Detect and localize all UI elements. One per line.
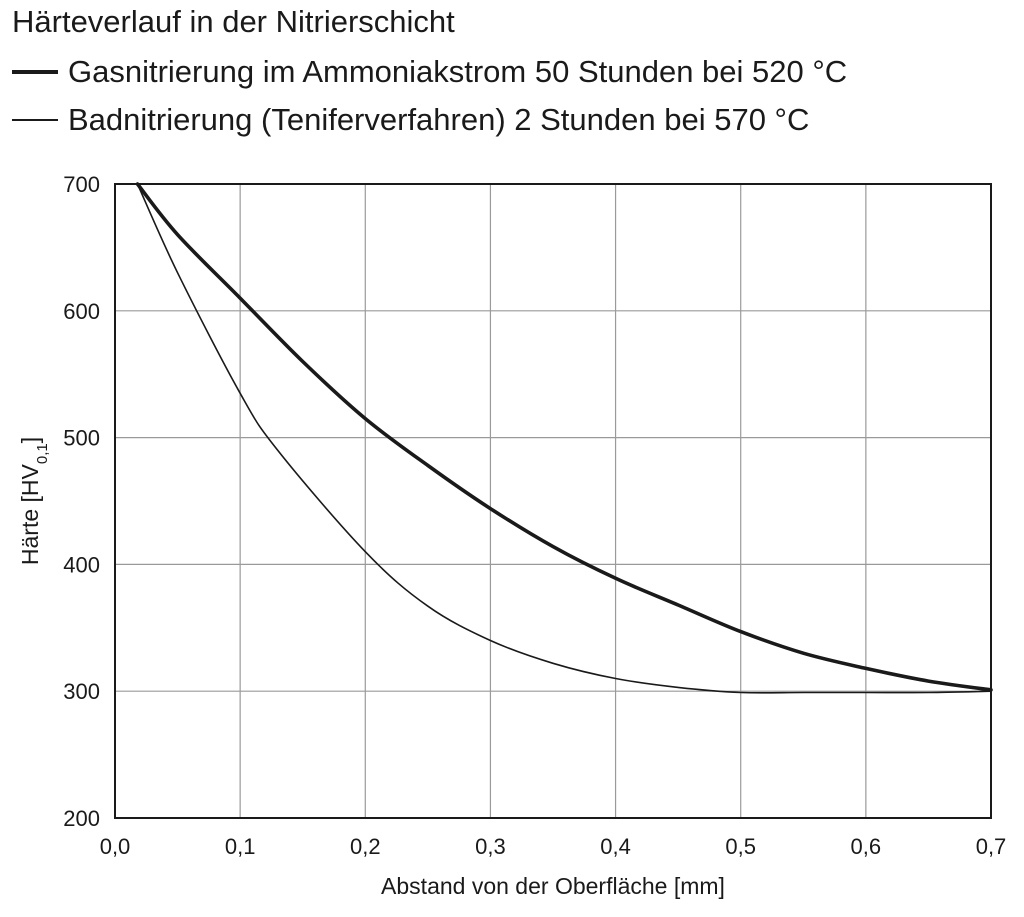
x-tick-label: 0,3 bbox=[475, 834, 506, 859]
x-tick-label: 0,4 bbox=[600, 834, 631, 859]
y-axis-title: Härte [HV0,1] bbox=[17, 437, 51, 565]
x-tick-label: 0,1 bbox=[225, 834, 256, 859]
y-tick-label: 700 bbox=[63, 172, 100, 197]
x-tick-label: 0,2 bbox=[350, 834, 381, 859]
legend-item-gasnitrierung: Gasnitrierung im Ammoniakstrom 50 Stunde… bbox=[12, 48, 847, 96]
legend-label-gasnitrierung: Gasnitrierung im Ammoniakstrom 50 Stunde… bbox=[68, 54, 848, 89]
data-series bbox=[135, 182, 993, 694]
x-tick-label: 0,5 bbox=[725, 834, 756, 859]
y-tick-label: 300 bbox=[63, 679, 100, 704]
plot-frame bbox=[114, 183, 992, 819]
x-axis-title: Abstand von der Oberfläche [mm] bbox=[381, 873, 725, 899]
y-axis-ticks: 200 300 400 500 600 700 bbox=[63, 172, 100, 831]
y-axis-title-main: Härte [HV bbox=[17, 463, 43, 565]
y-tick-label: 200 bbox=[63, 806, 100, 831]
x-tick-label: 0,6 bbox=[851, 834, 882, 859]
legend-swatch-thin bbox=[12, 119, 58, 121]
legend-item-badnitrierung: Badnitrierung (Teniferverfahren) 2 Stund… bbox=[12, 96, 847, 144]
x-tick-label: 0,0 bbox=[100, 834, 131, 859]
chart-title: Härteverlauf in der Nitrierschicht bbox=[12, 4, 455, 39]
legend-label-badnitrierung: Badnitrierung (Teniferverfahren) 2 Stund… bbox=[68, 102, 810, 137]
grid-lines bbox=[115, 184, 991, 818]
y-axis-title-end: ] bbox=[17, 437, 43, 443]
chart-legend: Gasnitrierung im Ammoniakstrom 50 Stunde… bbox=[12, 48, 847, 144]
y-tick-label: 400 bbox=[63, 552, 100, 577]
series-line-badnitrierung bbox=[136, 183, 992, 694]
x-axis-ticks: 0,0 0,1 0,2 0,3 0,4 0,5 0,6 0,7 bbox=[100, 834, 1007, 859]
y-tick-label: 500 bbox=[63, 426, 100, 451]
series-line-gasnitrierung bbox=[135, 182, 993, 692]
x-tick-label: 0,7 bbox=[976, 834, 1007, 859]
legend-swatch-thick bbox=[12, 70, 58, 74]
y-tick-label: 600 bbox=[63, 299, 100, 324]
y-axis-title-subscript: 0,1 bbox=[34, 443, 51, 464]
